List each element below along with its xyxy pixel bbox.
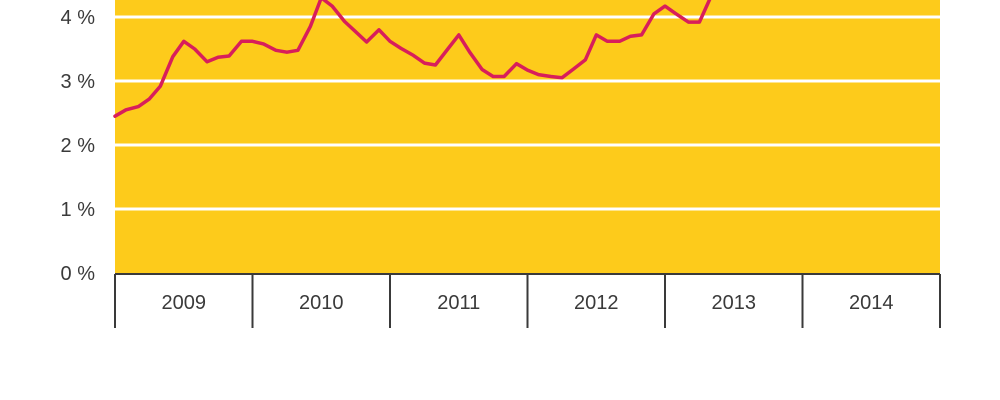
x-tick-label: 2013: [712, 292, 757, 314]
y-axis: 0 % 1 % 2 % 3 % 4 %: [61, 7, 96, 285]
x-tick-label: 2010: [299, 292, 344, 314]
y-tick-label: 1 %: [61, 199, 96, 221]
x-tick-label: 2009: [162, 292, 207, 314]
x-tick-label: 2014: [849, 292, 894, 314]
gridlines: [115, 15, 940, 211]
y-tick-label: 2 %: [61, 135, 96, 157]
data-line: [113, 0, 712, 118]
x-tick-label: 2011: [437, 292, 480, 314]
plot-background: [115, 0, 940, 274]
x-tick-label: 2012: [574, 292, 619, 314]
y-tick-label: 4 %: [61, 7, 96, 29]
y-tick-label: 0 %: [61, 263, 96, 285]
x-axis: 2009 2010 2011 2012 2013 2014: [114, 273, 941, 328]
y-tick-label: 3 %: [61, 71, 96, 93]
